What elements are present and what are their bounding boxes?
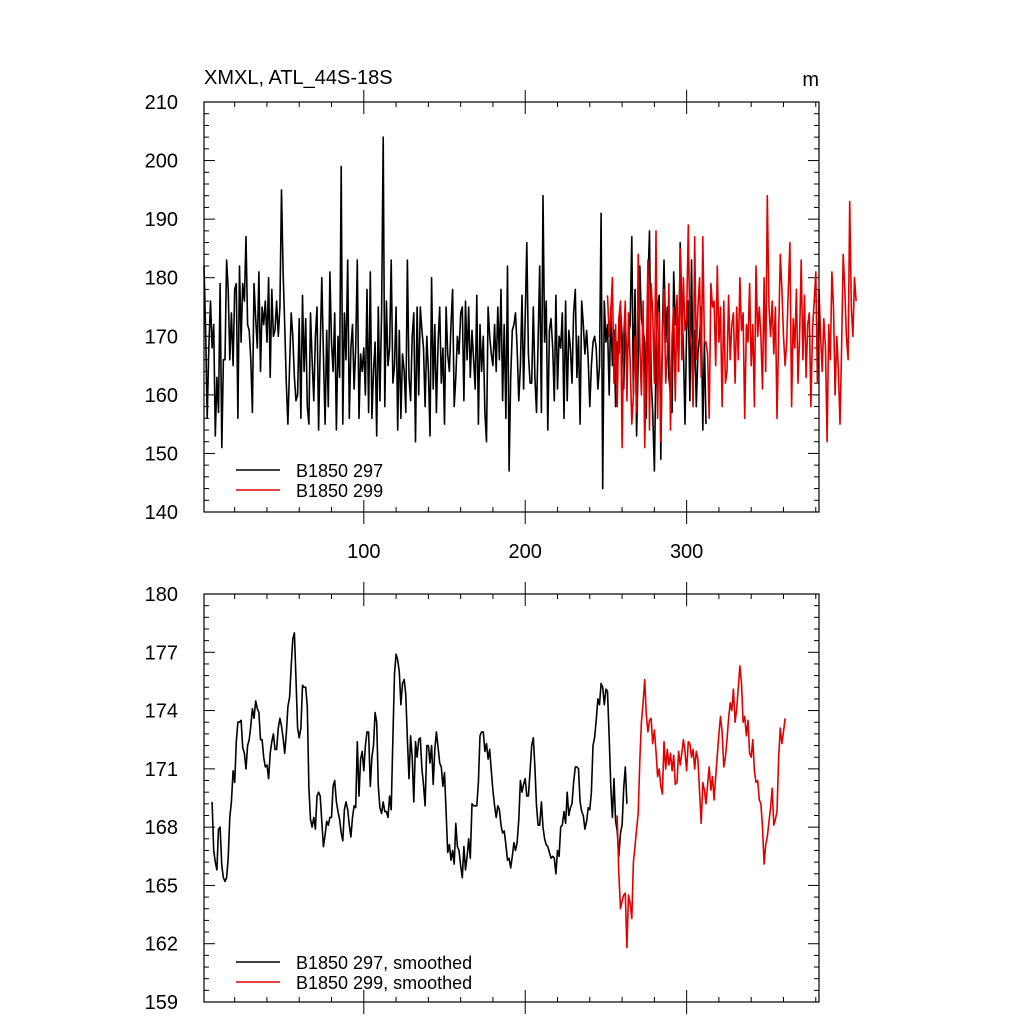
y-tick-label: 140	[145, 502, 178, 524]
legend-label-b1850-299-smoothed: B1850 299, smoothed	[296, 973, 472, 993]
units-label: m	[802, 69, 819, 91]
series-line-b1850-299-smoothed	[616, 665, 786, 949]
y-tick-label: 180	[145, 584, 178, 606]
bottom-series-group	[211, 632, 786, 949]
y-tick-label: 170	[145, 326, 178, 348]
y-tick-label: 160	[145, 385, 178, 407]
bottom-legend: B1850 297, smoothed B1850 299, smoothed	[236, 953, 472, 993]
x-tick-label: 100	[347, 541, 380, 563]
legend-label-b1850-299: B1850 299	[296, 481, 383, 501]
y-tick-label: 177	[145, 642, 178, 664]
y-tick-label: 159	[145, 992, 178, 1014]
chart-title: XMXL, ATL_44S-18S	[204, 67, 393, 89]
y-tick-label: 174	[145, 701, 178, 723]
top-axis-ticks: 140 150 160 170 180 190 200 210 100 200 300	[145, 90, 819, 563]
series-line-b1850-299	[606, 194, 857, 449]
legend-label-b1850-297-smoothed: B1850 297, smoothed	[296, 953, 472, 973]
y-tick-label: 162	[145, 934, 178, 956]
series-line-b1850-297	[203, 136, 707, 490]
top-plot-frame	[203, 101, 820, 513]
y-tick-label: 171	[145, 759, 178, 781]
y-tick-label: 168	[145, 817, 178, 839]
bottom-plot-frame	[203, 593, 820, 1003]
bottom-axis-ticks: 159 162 165 168 171 174 177 180	[145, 582, 819, 1014]
series-line-b1850-297-smoothed	[211, 632, 628, 883]
y-tick-label: 210	[145, 92, 178, 114]
legend-label-b1850-297: B1850 297	[296, 461, 383, 481]
bottom-panel: 159 162 165 168 171 174 177 180 B1850 297, smoo…	[145, 582, 820, 1014]
y-tick-label: 200	[145, 151, 178, 173]
x-tick-label: 300	[670, 541, 703, 563]
top-panel: XMXL, ATL_44S-18S m 140 150 160 170 180 190 20…	[145, 67, 857, 563]
top-series-group	[203, 136, 857, 490]
y-tick-label: 190	[145, 209, 178, 231]
top-legend: B1850 297 B1850 299	[236, 461, 383, 501]
y-tick-label: 150	[145, 443, 178, 465]
y-tick-label: 165	[145, 875, 178, 897]
x-tick-label: 200	[509, 541, 542, 563]
y-tick-label: 180	[145, 268, 178, 290]
